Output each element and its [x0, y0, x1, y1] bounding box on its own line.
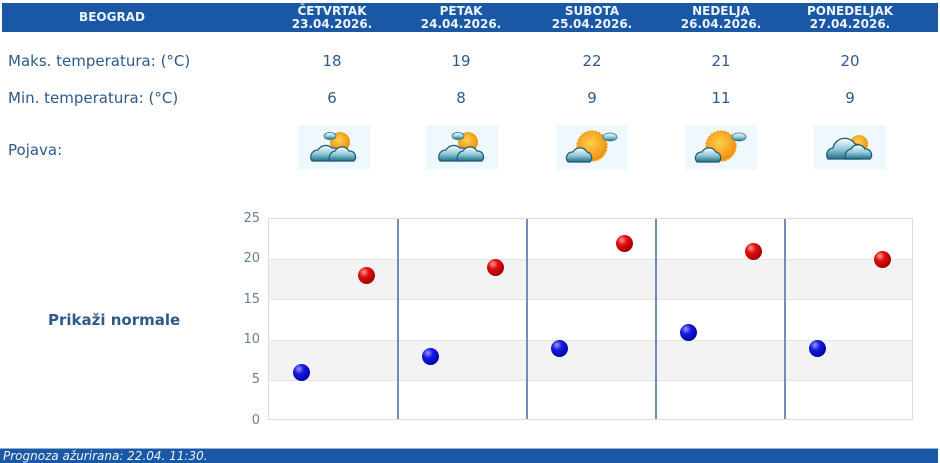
- day-header-3: SUBOTA 25.04.2026.: [532, 3, 652, 32]
- min-temp-point[interactable]: [679, 323, 697, 341]
- max-temp-point[interactable]: [615, 234, 633, 252]
- partly-cloudy-sun-icon: [426, 125, 498, 170]
- max-temp-value: 22: [582, 52, 602, 70]
- min-temp-value: 11: [711, 89, 731, 107]
- min-temp-label: Min. temperatura: (°C): [8, 89, 179, 107]
- day-header-4: NEDELJA 26.04.2026.: [661, 3, 781, 32]
- min-temp-point[interactable]: [292, 364, 310, 382]
- day-date: 26.04.2026.: [680, 16, 762, 31]
- grid-band: [269, 340, 912, 381]
- max-temp-label: Maks. temperatura: (°C): [8, 52, 191, 70]
- y-tick: 25: [243, 211, 260, 226]
- day-date: 24.04.2026.: [420, 16, 502, 31]
- city-name: BEOGRAD: [79, 10, 145, 24]
- day-name: ČETVRTAK: [297, 3, 367, 18]
- y-tick: 10: [243, 332, 260, 347]
- day-divider: [784, 219, 786, 419]
- phenomenon-label: Pojava:: [8, 141, 63, 159]
- min-temp-value: 9: [587, 89, 597, 107]
- show-normals-link[interactable]: Prikaži normale: [48, 311, 181, 329]
- min-temp-value: 6: [327, 89, 337, 107]
- y-tick: 15: [243, 292, 260, 307]
- max-temp-point[interactable]: [744, 242, 762, 260]
- y-tick: 5: [251, 372, 260, 387]
- partly-cloudy-sun-icon: [298, 125, 370, 170]
- min-temp-point[interactable]: [421, 347, 439, 365]
- day-name: PETAK: [439, 3, 483, 18]
- footer-bar: Prognoza ažurirana: 22.04. 11:30.: [0, 448, 938, 463]
- day-name: PONEDELJAK: [806, 3, 894, 18]
- day-name: NEDELJA: [692, 3, 750, 18]
- max-temp-value: 19: [451, 52, 471, 70]
- day-header-1: ČETVRTAK 23.04.2026.: [272, 3, 392, 32]
- day-divider: [526, 219, 528, 419]
- max-temp-point[interactable]: [357, 267, 375, 285]
- min-temp-value: 9: [845, 89, 855, 107]
- day-divider: [655, 219, 657, 419]
- day-header-2: PETAK 24.04.2026.: [401, 3, 521, 32]
- min-temp-point[interactable]: [808, 339, 826, 357]
- max-temp-value: 20: [840, 52, 860, 70]
- mostly-sunny-icon: [685, 125, 757, 170]
- updated-timestamp: Prognoza ažurirana: 22.04. 11:30.: [3, 449, 208, 463]
- day-date: 27.04.2026.: [809, 16, 891, 31]
- max-temp-value: 21: [711, 52, 731, 70]
- grid-band: [269, 259, 912, 300]
- min-temp-point[interactable]: [550, 339, 568, 357]
- day-date: 23.04.2026.: [291, 16, 373, 31]
- day-header-5: PONEDELJAK 27.04.2026.: [790, 3, 910, 32]
- forecast-header: BEOGRAD ČETVRTAK 23.04.2026. PETAK 24.04…: [2, 3, 938, 32]
- day-name: SUBOTA: [564, 3, 620, 18]
- max-temp-point[interactable]: [873, 250, 891, 268]
- day-date: 25.04.2026.: [551, 16, 633, 31]
- min-temp-value: 8: [456, 89, 466, 107]
- cloudy-sun-behind-icon: [814, 125, 886, 170]
- day-divider: [397, 219, 399, 419]
- mostly-sunny-icon: [556, 125, 628, 170]
- temperature-chart: [268, 218, 913, 420]
- y-tick: 20: [243, 251, 260, 266]
- max-temp-value: 18: [322, 52, 342, 70]
- max-temp-point[interactable]: [486, 258, 504, 276]
- y-tick: 0: [251, 413, 260, 428]
